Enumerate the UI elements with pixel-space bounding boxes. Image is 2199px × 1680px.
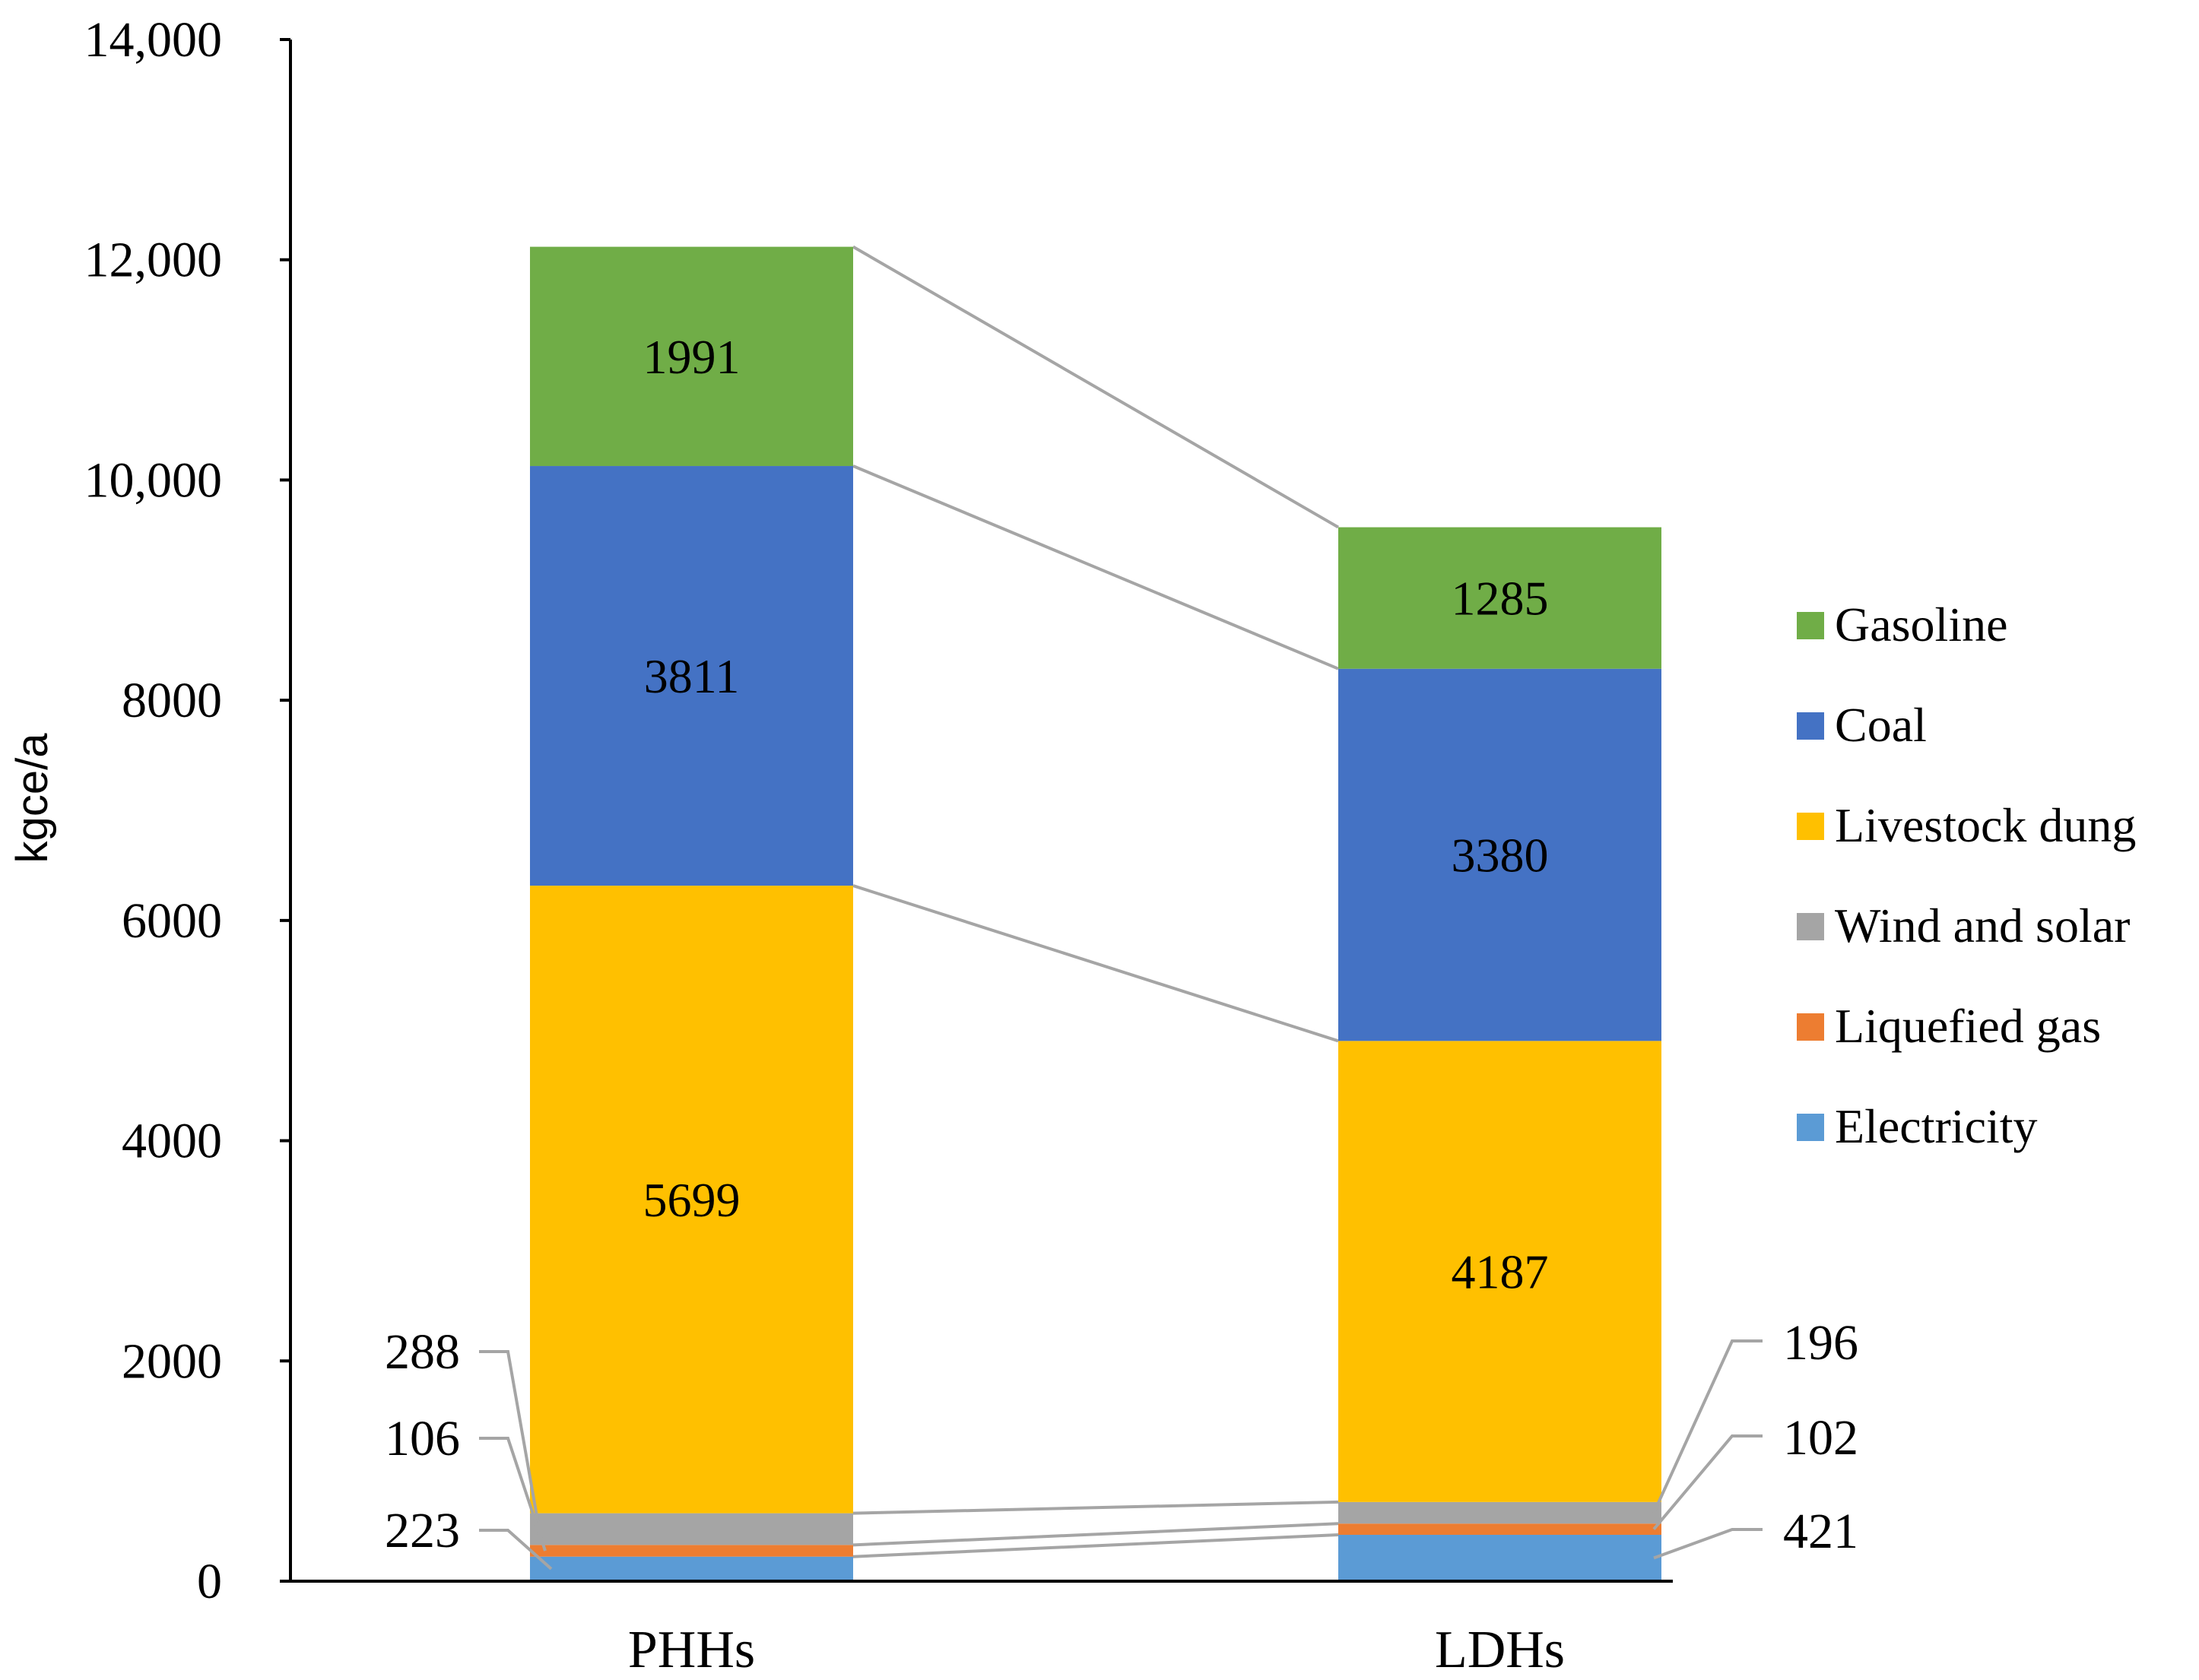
legend-swatch-electricity [1797,1114,1824,1141]
y-tick-label: 14,000 [84,12,223,68]
y-tick-label: 12,000 [84,233,223,288]
legend-swatch-wind-and-solar [1797,913,1824,940]
legend: Gasoline Coal Livestock dung Wind and solar… [1797,598,2136,1153]
callout-line-phhs-wind-and-solar [479,1350,541,1529]
data-label-phhs-coal: 3811 [644,649,740,703]
callout-label-ldhs-electricity: 421 [1783,1504,1858,1559]
axes: 0 2000 4000 6000 8000 10,000 12,000 14,000 PHHs L… [84,12,1673,1679]
bar-phhs-electricity [530,1556,853,1581]
connector-livestock-dung [852,884,1339,1043]
data-label-phhs-livestock-dung: 5699 [643,1173,741,1227]
callout-line-phhs-liquefied-gas [479,1437,547,1552]
data-label-phhs-gasoline: 1991 [643,330,741,384]
callout-label-ldhs-liquefied-gas: 102 [1783,1410,1858,1466]
legend-swatch-gasoline [1797,612,1824,639]
bar-phhs-gasoline [530,246,853,467]
segment-data-labels: 5699 4187 3811 3380 1991 1285 [643,330,1549,1299]
connector-wind-and-solar [852,1500,1339,1515]
bar-ldhs-electricity [1338,1535,1661,1581]
legend-label-liquefied-gas: Liquefied gas [1835,999,2101,1053]
legend-swatch-livestock-dung [1797,813,1824,840]
bar-ldhs-wind-and-solar [1338,1501,1661,1524]
bar-phhs-wind-and-solar [530,1513,853,1545]
y-tick-label: 10,000 [84,452,223,508]
x-tick-label-ldhs: LDHs [1435,1621,1565,1679]
connector-gasoline [852,245,1340,529]
callout-line-ldhs-electricity [1653,1528,1763,1560]
bar-segments [530,246,1661,1581]
bar-phhs-coal [530,466,853,886]
bar-ldhs-coal [1338,668,1661,1041]
x-tick-label-phhs: PHHs [628,1621,755,1679]
bar-phhs-livestock-dung [530,886,853,1514]
callout-label-phhs-wind-and-solar: 288 [385,1324,460,1380]
connector-liquefied-gas [852,1522,1339,1547]
connector-electricity [852,1533,1339,1558]
y-axis-title: kgce/a [8,733,57,864]
legend-label-livestock-dung: Livestock dung [1835,798,2136,852]
y-tick-label: 8000 [122,673,222,728]
small-segment-callouts: 288 106 223 196 102 421 [385,1315,1858,1571]
connector-coal [852,464,1339,670]
data-label-ldhs-livestock-dung: 4187 [1452,1245,1549,1299]
data-label-ldhs-coal: 3380 [1452,829,1549,883]
legend-label-wind-and-solar: Wind and solar [1835,899,2130,953]
callout-line-ldhs-liquefied-gas [1652,1434,1763,1530]
bar-ldhs-livestock-dung [1338,1041,1661,1502]
callout-line-ldhs-wind-and-solar [1652,1339,1763,1514]
legend-label-gasoline: Gasoline [1835,598,2008,651]
bar-ldhs-gasoline [1338,527,1661,669]
callout-label-ldhs-wind-and-solar: 196 [1783,1315,1858,1371]
y-tick-label: 4000 [122,1114,222,1169]
data-label-ldhs-gasoline: 1285 [1452,572,1549,626]
y-tick-label: 0 [197,1554,222,1609]
y-tick-label: 2000 [122,1333,222,1389]
series-connector-lines [852,245,1340,1558]
legend-label-electricity: Electricity [1835,1099,2038,1153]
callout-label-phhs-electricity: 223 [385,1503,460,1558]
legend-label-coal: Coal [1835,698,1927,752]
bar-phhs-liquefied-gas [530,1545,853,1557]
callout-label-phhs-liquefied-gas: 106 [385,1411,460,1466]
callout-line-phhs-electricity [479,1529,553,1571]
legend-swatch-liquefied-gas [1797,1013,1824,1041]
legend-swatch-coal [1797,712,1824,740]
y-tick-label: 6000 [122,893,222,949]
bar-ldhs-liquefied-gas [1338,1523,1661,1536]
